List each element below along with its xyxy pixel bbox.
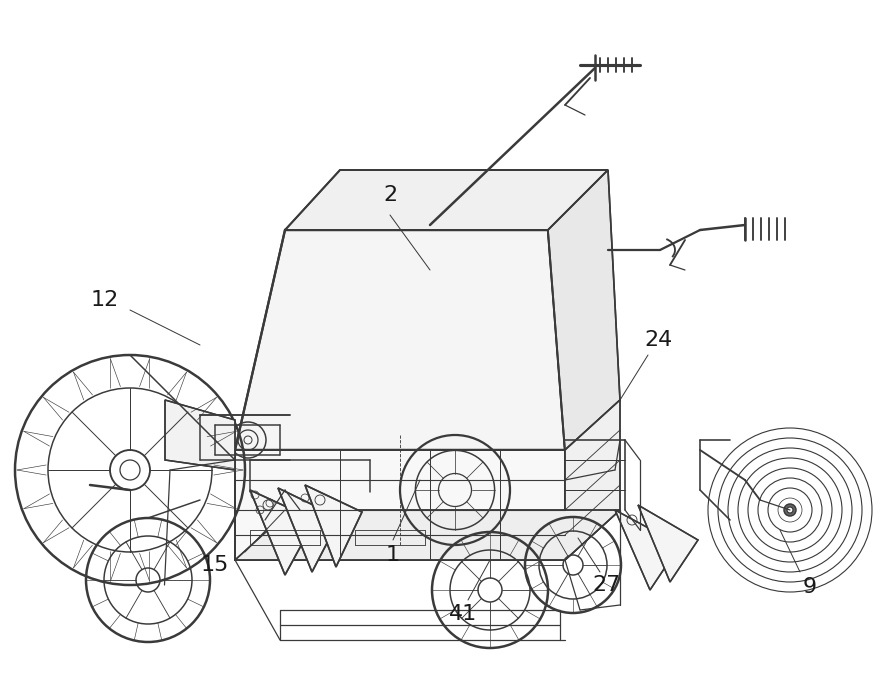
Polygon shape xyxy=(548,170,620,450)
Polygon shape xyxy=(235,450,565,560)
Text: 41: 41 xyxy=(449,604,477,624)
Polygon shape xyxy=(165,400,235,470)
Text: 2: 2 xyxy=(383,185,397,205)
Text: 9: 9 xyxy=(803,577,817,597)
Text: 1: 1 xyxy=(386,545,400,565)
Text: 12: 12 xyxy=(91,290,119,310)
Polygon shape xyxy=(235,510,620,560)
Text: 27: 27 xyxy=(592,575,620,595)
Circle shape xyxy=(787,507,793,513)
Polygon shape xyxy=(638,505,698,582)
Polygon shape xyxy=(305,485,362,567)
Text: 24: 24 xyxy=(644,330,672,350)
Polygon shape xyxy=(250,490,315,575)
Circle shape xyxy=(784,504,796,516)
Polygon shape xyxy=(235,230,565,450)
Polygon shape xyxy=(615,510,680,590)
Text: 15: 15 xyxy=(201,555,229,575)
Polygon shape xyxy=(285,170,608,230)
Polygon shape xyxy=(278,488,340,572)
Polygon shape xyxy=(565,400,620,560)
